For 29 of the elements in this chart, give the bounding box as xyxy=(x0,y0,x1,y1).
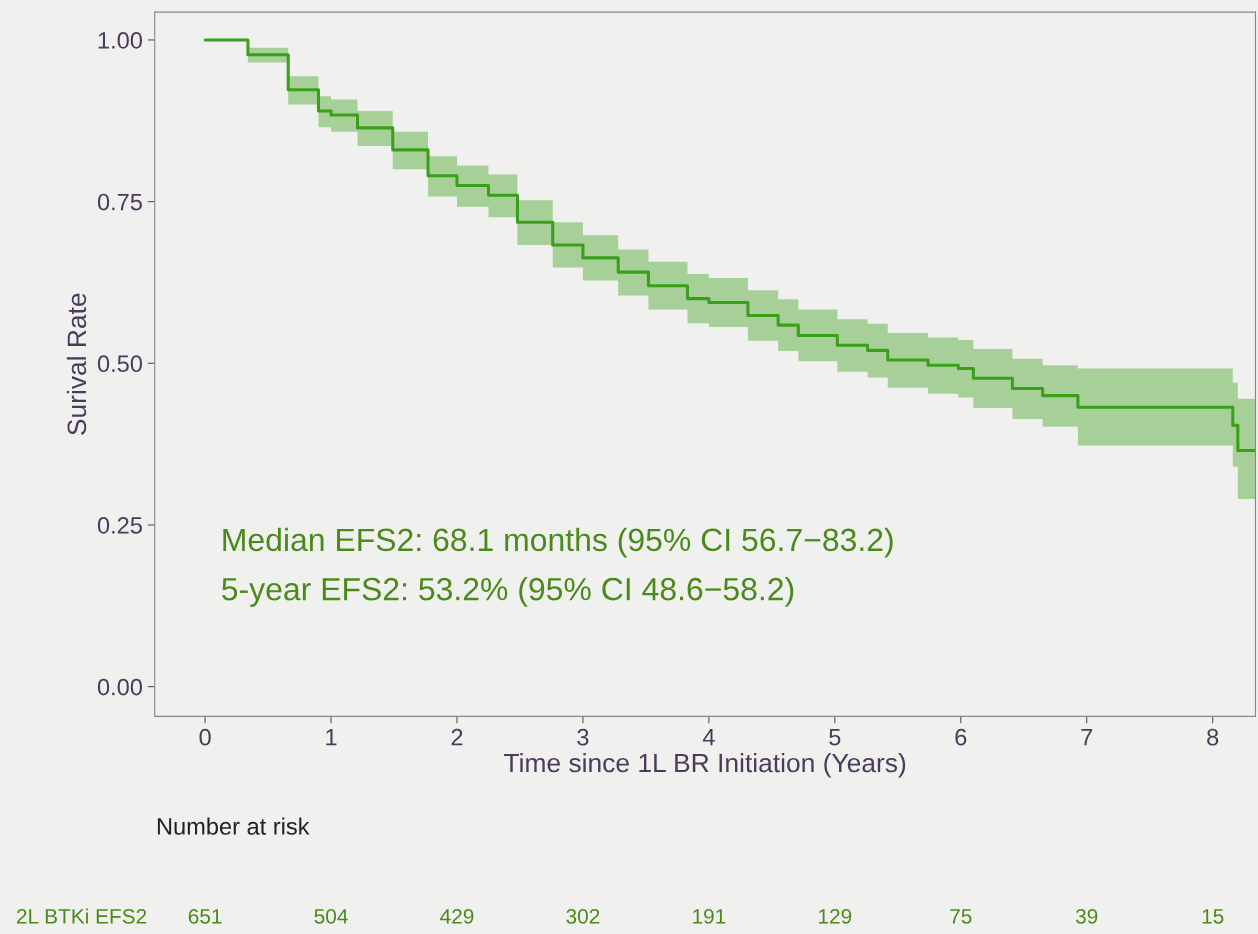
text: 651 xyxy=(188,908,222,924)
y-tick-label: 0.25 xyxy=(97,517,142,534)
text: 504 xyxy=(314,908,348,924)
text: 2L BTKi EFS2 xyxy=(17,908,147,924)
x-axis-title: Time since 1L BR Initiation (Years) xyxy=(504,752,906,778)
text: 15 xyxy=(1202,909,1224,924)
x-tick-label: 0 xyxy=(199,728,211,746)
x-tick-label: 4 xyxy=(702,729,715,746)
text: 39 xyxy=(1075,908,1098,924)
text: Number at risk xyxy=(157,817,310,835)
x-tick-label: 3 xyxy=(577,728,589,746)
x-tick-label: 6 xyxy=(955,728,967,746)
x-tick-label: 7 xyxy=(1081,729,1093,746)
text: 191 xyxy=(693,908,726,924)
text: 302 xyxy=(566,908,600,924)
text: 129 xyxy=(819,908,852,924)
x-tick-label: 8 xyxy=(1207,728,1219,746)
x-tick-label: 5 xyxy=(829,729,841,746)
x-tick-label: 1 xyxy=(326,729,337,746)
text: 429 xyxy=(440,908,474,924)
y-tick-label: 0.00 xyxy=(97,678,143,696)
x-tick-label: 2 xyxy=(451,728,463,746)
annotation: 5-year EFS2: 53.2% (95% CI 48.6−58.2) xyxy=(222,577,794,607)
text: 75 xyxy=(950,909,972,924)
y-axis-title: Surival Rate xyxy=(66,293,87,435)
y-tick-label: 1.00 xyxy=(98,32,143,49)
y-tick-label: 0.50 xyxy=(97,355,143,373)
y-tick-label: 0.75 xyxy=(97,193,142,211)
annotation: Median EFS2: 68.1 months (95% CI 56.7−83.2) xyxy=(223,527,893,558)
